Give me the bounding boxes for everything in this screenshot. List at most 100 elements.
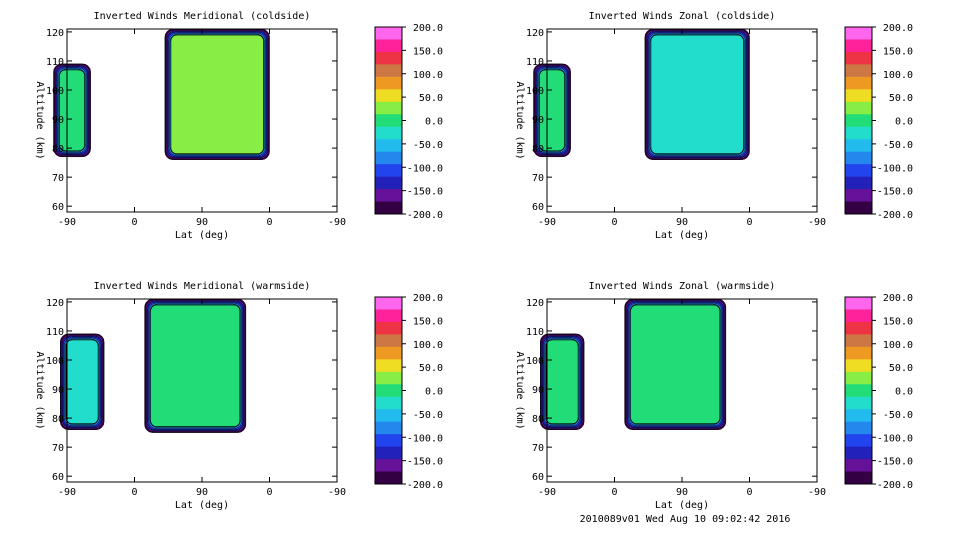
y-tick-label: 120: [526, 28, 544, 39]
y-axis-label: Altitude (km): [514, 81, 525, 159]
x-tick-label: 90: [196, 487, 208, 498]
colorbar-segment: [375, 176, 402, 190]
colorbar-segment: [845, 321, 872, 335]
colorbar-segment: [845, 334, 872, 348]
colorbar-segment: [375, 126, 402, 140]
chart-panel-3: 60 70 80 90 100 110 120 -90 0 90 0 -90 Inverted Wind…: [34, 281, 443, 511]
x-tick-label: 90: [196, 217, 208, 228]
y-tick-label: 110: [526, 327, 544, 338]
colorbar-label: 150.0: [413, 46, 443, 57]
colorbar-segment: [375, 346, 402, 360]
y-tick-label: 100: [46, 356, 64, 367]
x-tick-label: -90: [328, 487, 346, 498]
colorbar-segment: [845, 459, 872, 473]
y-tick-label: 70: [532, 443, 544, 454]
colorbar-label: -50.0: [883, 410, 913, 421]
y-tick-label: 100: [46, 86, 64, 97]
x-tick-label: -90: [328, 217, 346, 228]
colorbar-segment: [845, 309, 872, 323]
colorbar-segment: [845, 371, 872, 385]
contour-region-2: [150, 304, 241, 427]
colorbar-label: 50.0: [419, 93, 443, 104]
chart-panel-2: 60 70 80 90 100 110 120 -90 0 90 0 -90 Inverted Wind…: [514, 11, 913, 241]
colorbar-label: -200.0: [407, 480, 443, 491]
colorbar-segment: [375, 114, 402, 128]
colorbar-segment: [845, 64, 872, 78]
colorbar-label: -100.0: [877, 433, 913, 444]
chart-panel-1: 60 70 80 90 100 110 120 -90 0 90 0 -90 Inverted Wind…: [34, 11, 443, 241]
colorbar-label: -150.0: [407, 187, 443, 198]
x-tick-label: 0: [131, 487, 137, 498]
colorbar-segment: [375, 189, 402, 203]
colorbar-segment: [375, 459, 402, 473]
y-axis-label: Altitude (km): [514, 351, 525, 429]
colorbar-segment: [375, 396, 402, 410]
colorbar-segment: [845, 114, 872, 128]
contour-region-1: [65, 339, 99, 425]
contour-region-1: [545, 339, 579, 425]
y-tick-label: 70: [532, 173, 544, 184]
colorbar-label: 0.0: [425, 117, 443, 128]
x-tick-label: 90: [676, 217, 688, 228]
y-tick-label: 60: [532, 472, 544, 483]
x-tick-label: 0: [131, 217, 137, 228]
y-tick-label: 90: [52, 385, 64, 396]
colorbar-segment: [845, 359, 872, 373]
y-tick-label: 70: [52, 443, 64, 454]
colorbar-segment: [845, 151, 872, 165]
x-tick-label: 0: [266, 487, 272, 498]
chart-title: Inverted Winds Zonal (coldside): [589, 11, 776, 22]
colorbar-label: 100.0: [883, 70, 913, 81]
y-tick-label: 90: [52, 115, 64, 126]
colorbar-segment: [375, 309, 402, 323]
colorbar-segment: [375, 164, 402, 178]
x-tick-label: -90: [808, 217, 826, 228]
y-tick-label: 120: [46, 28, 64, 39]
colorbar-label: -100.0: [407, 433, 443, 444]
x-tick-label: 0: [746, 487, 752, 498]
colorbar-label: -200.0: [407, 210, 443, 221]
colorbar-label: 200.0: [883, 293, 913, 304]
x-tick-label: -90: [538, 217, 556, 228]
y-tick-label: 80: [52, 144, 64, 155]
colorbar-segment: [845, 39, 872, 53]
colorbar-segment: [375, 471, 402, 485]
contour-region-2: [170, 34, 264, 155]
colorbar-segment: [845, 164, 872, 178]
colorbar-segment: [375, 446, 402, 460]
colorbar-segment: [375, 359, 402, 373]
colorbar-segment: [375, 297, 402, 310]
colorbar-segment: [375, 27, 402, 40]
colorbar-segment: [845, 421, 872, 435]
colorbar-label: 50.0: [419, 363, 443, 374]
x-tick-label: -90: [58, 217, 76, 228]
colorbar-segment: [845, 396, 872, 410]
x-tick-label: 0: [266, 217, 272, 228]
colorbar-segment: [375, 434, 402, 448]
y-tick-label: 80: [52, 414, 64, 425]
colorbar-segment: [845, 409, 872, 423]
colorbar-label: -50.0: [413, 140, 443, 151]
y-tick-label: 80: [532, 414, 544, 425]
contour-region-2: [650, 34, 744, 155]
colorbar-segment: [375, 384, 402, 398]
colorbar-segment: [845, 297, 872, 310]
x-tick-label: 0: [611, 217, 617, 228]
colorbar-segment: [845, 384, 872, 398]
contour-region-1: [539, 69, 565, 152]
x-tick-label: 0: [611, 487, 617, 498]
colorbar-segment: [845, 176, 872, 190]
colorbar-segment: [375, 51, 402, 65]
colorbar-segment: [845, 126, 872, 140]
colorbar-label: 200.0: [413, 23, 443, 34]
colorbar-label: 200.0: [413, 293, 443, 304]
colorbar-segment: [375, 409, 402, 423]
colorbar-segment: [375, 334, 402, 348]
colorbar-segment: [845, 76, 872, 90]
colorbar-segment: [375, 201, 402, 215]
colorbar-segment: [375, 39, 402, 53]
colorbar-label: -100.0: [407, 163, 443, 174]
colorbar-label: -150.0: [407, 457, 443, 468]
colorbar-segment: [375, 89, 402, 103]
